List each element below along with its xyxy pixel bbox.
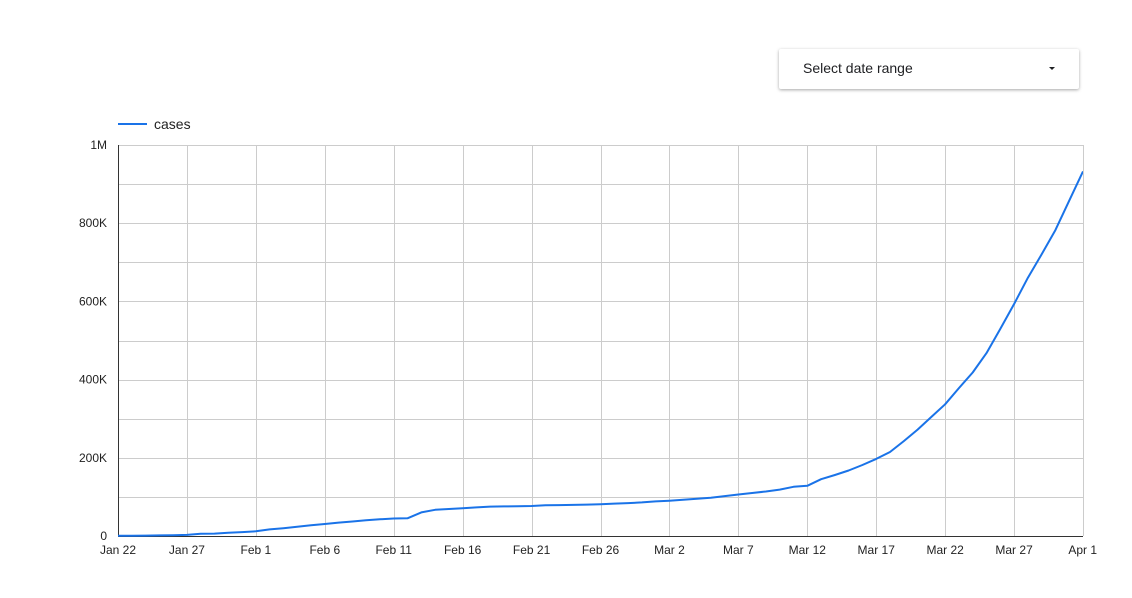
x-tick-label: Mar 22 <box>926 543 964 557</box>
x-tick-label: Feb 26 <box>582 543 620 557</box>
date-range-label: Select date range <box>803 60 913 76</box>
y-axis-tick-labels: 0 200K 400K 600K 800K 1M <box>79 138 107 543</box>
axes <box>118 145 1083 537</box>
series-lines <box>118 170 1083 537</box>
date-range-dropdown[interactable]: Select date range <box>779 49 1079 89</box>
x-tick-label: Mar 2 <box>654 543 685 557</box>
y-tick-label: 800K <box>79 216 107 230</box>
x-tick-label: Feb 11 <box>375 543 412 557</box>
x-tick-label: Feb 6 <box>309 543 340 557</box>
grid-lines <box>118 145 1084 536</box>
x-tick-label: Mar 12 <box>789 543 827 557</box>
x-tick-label: Mar 27 <box>995 543 1033 557</box>
x-tick-label: Jan 22 <box>100 543 136 557</box>
y-tick-label: 200K <box>79 451 107 465</box>
y-tick-label: 1M <box>90 138 107 152</box>
x-tick-label: Feb 16 <box>444 543 482 557</box>
legend-label[interactable]: cases <box>154 116 191 132</box>
x-tick-label: Jan 27 <box>169 543 205 557</box>
x-tick-label: Apr 1 <box>1068 543 1097 557</box>
x-tick-label: Feb 1 <box>241 543 272 557</box>
legend[interactable]: cases <box>118 116 191 132</box>
caret-down-icon <box>1049 67 1055 70</box>
x-tick-label: Feb 21 <box>513 543 551 557</box>
y-tick-label: 600K <box>79 294 107 308</box>
x-tick-label: Mar 7 <box>723 543 754 557</box>
y-tick-label: 400K <box>79 373 107 387</box>
series-line-cases <box>118 170 1083 537</box>
x-tick-label: Mar 17 <box>858 543 896 557</box>
x-axis-tick-labels: Jan 22 Jan 27 Feb 1 Feb 6 Feb 11 Feb 16 Feb 21… <box>100 543 1097 557</box>
y-tick-label: 0 <box>100 529 107 543</box>
